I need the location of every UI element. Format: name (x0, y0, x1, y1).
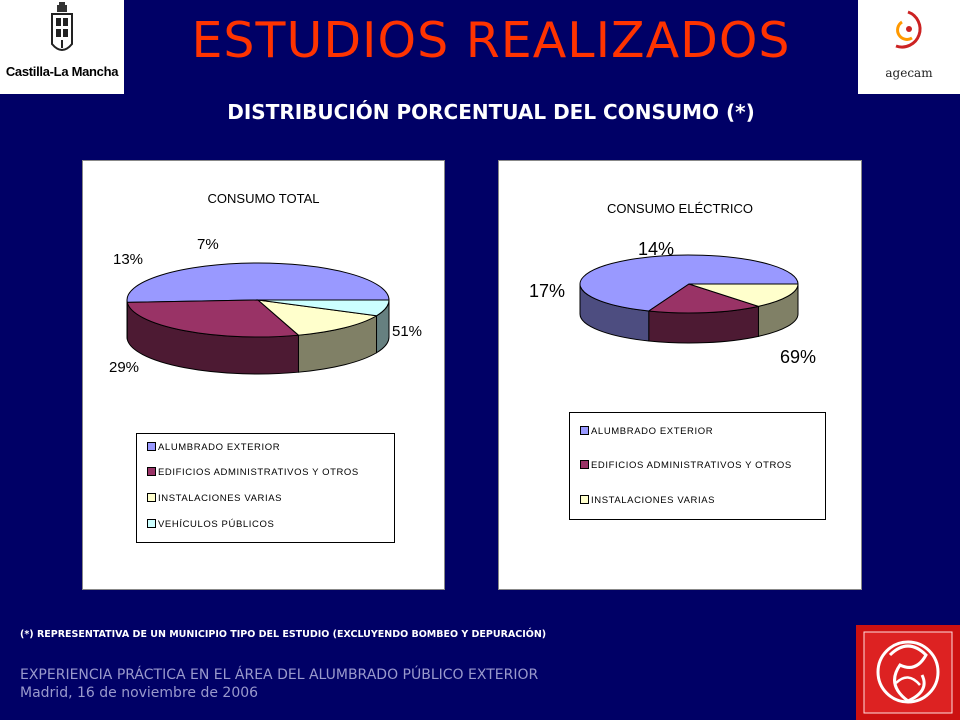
chart-legend: ALUMBRADO EXTERIOR EDIFICIOS ADMINISTRAT… (136, 433, 395, 543)
pie-label: 17% (529, 281, 566, 301)
legend-item: VEHÍCULOS PÚBLICOS (147, 518, 274, 532)
pie-slice (126, 262, 390, 303)
monogram-emblem-icon (856, 625, 960, 720)
legend-item: EDIFICIOS ADMINISTRATIVOS Y OTROS (580, 459, 792, 473)
legend-swatch (580, 460, 589, 469)
legend-swatch (147, 519, 156, 528)
legend-label: INSTALACIONES VARIAS (158, 493, 283, 504)
legend-label: ALUMBRADO EXTERIOR (158, 442, 281, 453)
chart-title: CONSUMO TOTAL (207, 191, 320, 206)
pie-label: 29% (109, 359, 140, 376)
legend-item: ALUMBRADO EXTERIOR (147, 441, 280, 455)
legend-label: ALUMBRADO EXTERIOR (591, 426, 714, 437)
pie-label: 14% (638, 239, 675, 259)
legend-label: VEHÍCULOS PÚBLICOS (158, 519, 275, 530)
legend-swatch (147, 493, 156, 502)
legend-swatch (580, 426, 589, 435)
footer-event-date: Madrid, 16 de noviembre de 2006 (20, 685, 259, 701)
pie-slice (256, 299, 379, 336)
footnote: (*) REPRESENTATIVA DE UN MUNICIPIO TIPO … (20, 629, 547, 640)
pie-slice (126, 299, 300, 338)
chart-panel-consumo-total: CONSUMO TOTAL 51% 29% 13% 7% ALUMBRADO E… (82, 160, 445, 590)
footer-event-title: EXPERIENCIA PRÁCTICA EN EL ÁREA DEL ALUM… (20, 667, 539, 683)
logo-left-caption: Castilla-La Mancha (5, 64, 119, 79)
logo-agecam: agecam (858, 0, 960, 94)
pie-label: 7% (197, 236, 219, 253)
coat-of-arms-icon (51, 2, 73, 51)
logo-castilla-la-mancha: Castilla-La Mancha (0, 0, 124, 94)
pie-label: 51% (392, 323, 423, 340)
pie-chart-consumo-total (126, 262, 390, 375)
pie-slice (688, 283, 799, 307)
legend-swatch (147, 467, 156, 476)
legend-item: EDIFICIOS ADMINISTRATIVOS Y OTROS (147, 466, 359, 480)
pie-slice (257, 299, 390, 317)
legend-label: EDIFICIOS ADMINISTRATIVOS Y OTROS (591, 460, 792, 471)
chart-legend: ALUMBRADO EXTERIOR EDIFICIOS ADMINISTRAT… (569, 412, 826, 520)
chart-panel-consumo-electrico: CONSUMO ELÉCTRICO 69% 17% 14% ALUMBRADO … (498, 160, 862, 590)
pie-chart-consumo-electrico (579, 254, 799, 344)
pie-label: 13% (113, 251, 144, 268)
legend-label: EDIFICIOS ADMINISTRATIVOS Y OTROS (158, 467, 359, 478)
legend-item: ALUMBRADO EXTERIOR (580, 425, 713, 439)
agecam-swirl-icon (895, 10, 922, 49)
pie-slice (579, 254, 799, 312)
pie-label: 69% (780, 347, 817, 367)
legend-item: INSTALACIONES VARIAS (147, 492, 282, 506)
legend-item: INSTALACIONES VARIAS (580, 494, 715, 508)
page-subtitle: DISTRIBUCIÓN PORCENTUAL DEL CONSUMO (*) (227, 100, 755, 124)
logo-right-caption: agecam (885, 66, 933, 80)
legend-swatch (147, 442, 156, 451)
chart-title: CONSUMO ELÉCTRICO (607, 201, 753, 216)
pie-slice (647, 283, 761, 314)
legend-label: INSTALACIONES VARIAS (591, 495, 716, 506)
page-title: ESTUDIOS REALIZADOS (191, 12, 791, 69)
legend-swatch (580, 495, 589, 504)
